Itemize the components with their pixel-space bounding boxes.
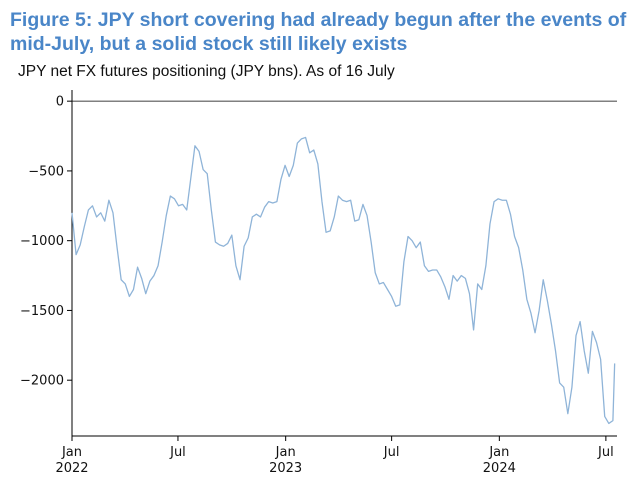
series-line [71,136,616,425]
figure-subtitle: JPY net FX futures positioning (JPY bns)… [18,63,395,80]
y-tick-label: −2000 [20,374,64,389]
x-tick-label: Jul [597,445,614,460]
x-tick-label: Jan [275,445,296,460]
x-tick-label: Jul [169,445,186,460]
y-tick-label: 0 [56,95,64,110]
x-tick-label: Jul [383,445,400,460]
y-tick-label: −1500 [20,304,64,319]
y-tick-label: −1000 [20,234,64,249]
x-tick-label: Jan [488,445,509,460]
x-tick-label: Jan [61,445,82,460]
x-tick-year-label: 2024 [483,461,516,476]
y-tick-label: −500 [28,164,64,179]
x-tick-year-label: 2022 [55,461,88,476]
x-tick-year-label: 2023 [269,461,302,476]
figure-title: Figure 5: JPY short covering had already… [10,9,627,55]
chart-series [71,136,616,425]
